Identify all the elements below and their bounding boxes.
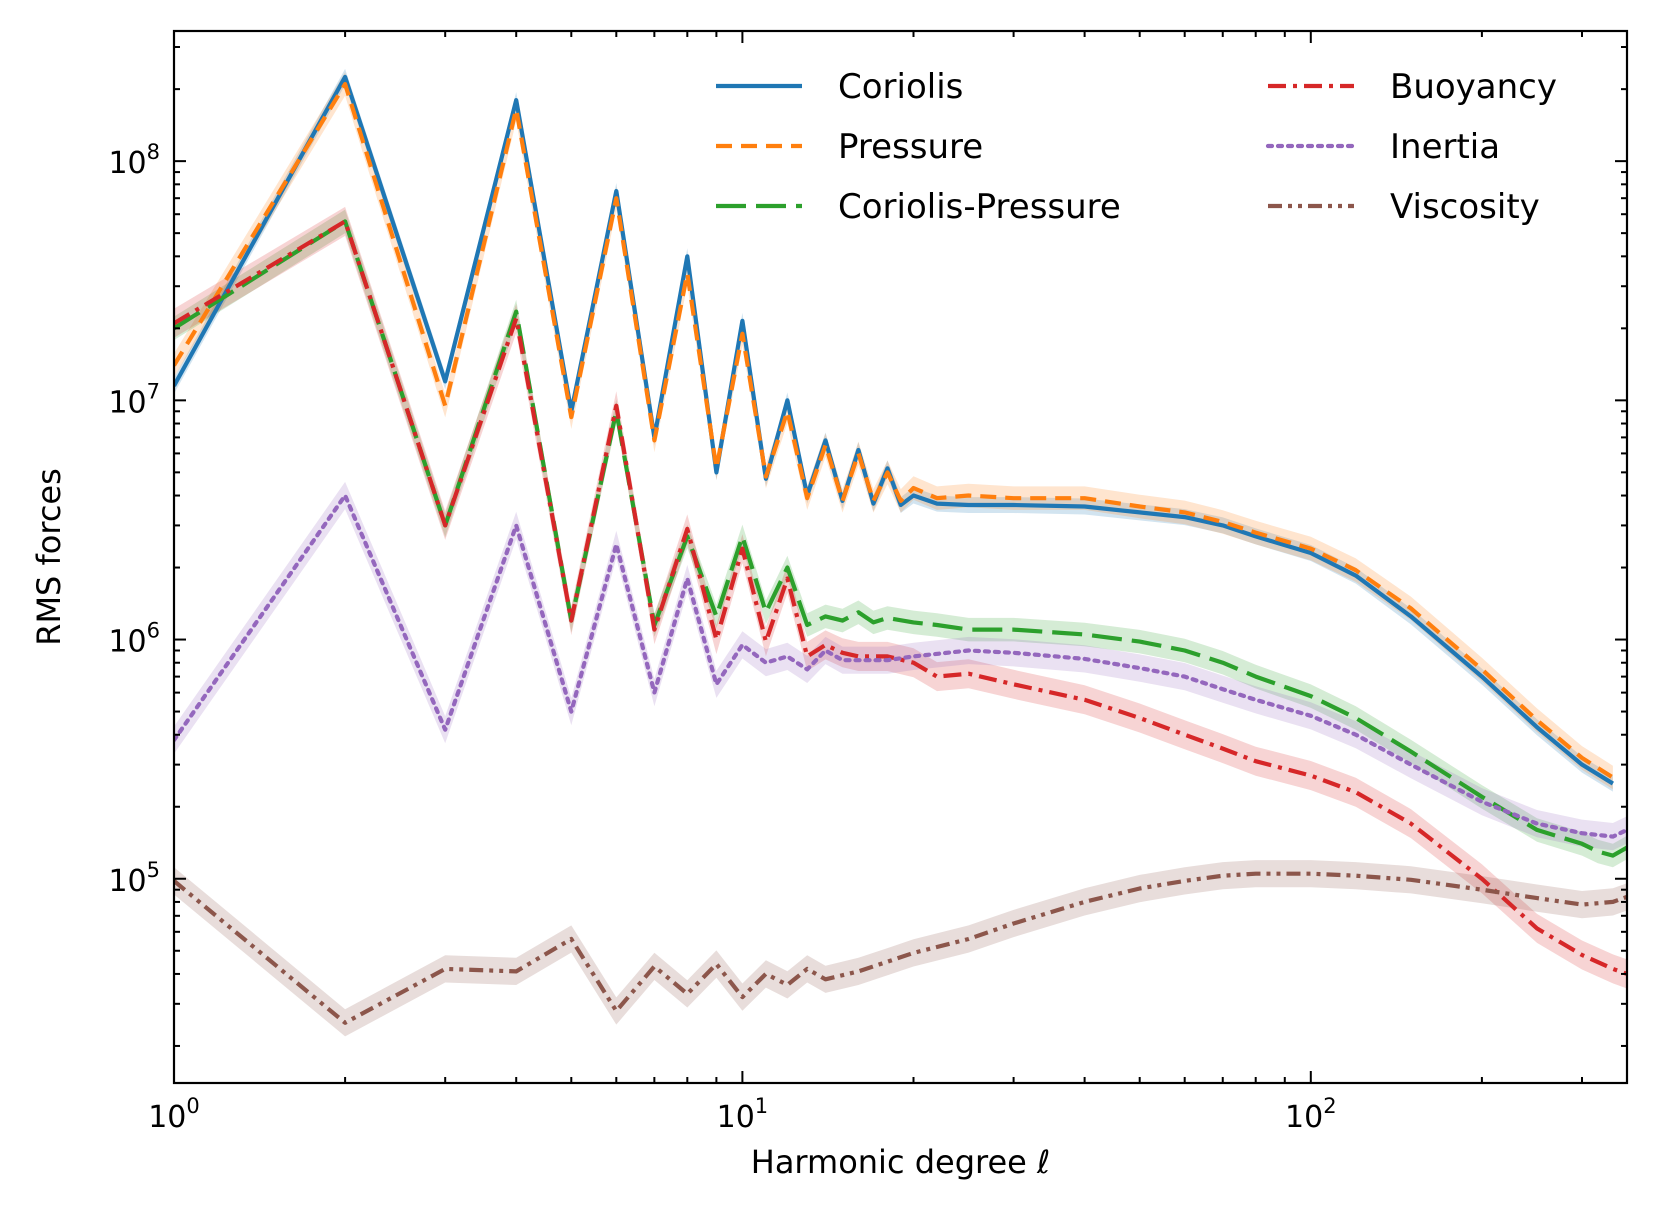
legend-label-pressure: Pressure — [838, 127, 983, 167]
x-axis-label: Harmonic degree ℓ — [751, 1143, 1050, 1181]
viscosity-line — [174, 871, 1627, 1025]
y-tick-label: 107 — [108, 379, 160, 420]
axis-ticks: 100 101 102 105 106 107 108 — [108, 31, 1627, 1135]
y-tick-label: 105 — [108, 858, 160, 899]
legend-label-viscosity: Viscosity — [1390, 187, 1540, 227]
pressure-line — [174, 82, 1615, 780]
x-tick-label: 101 — [717, 1094, 769, 1135]
buoyancy-line — [174, 219, 1627, 976]
y-tick-label: 106 — [108, 619, 160, 660]
pressure-band — [174, 72, 1613, 790]
y-tick-label: 108 — [108, 140, 160, 181]
inertia-line — [174, 493, 1627, 839]
coriolis-band — [174, 68, 1613, 792]
legend-label-coriolis-pressure: Coriolis-Pressure — [838, 187, 1121, 227]
y-axis-label: RMS forces — [30, 468, 68, 646]
legend-label-buoyancy: Buoyancy — [1390, 67, 1557, 107]
plot-frame — [172, 29, 1629, 1085]
legend-label-inertia: Inertia — [1390, 127, 1500, 167]
coriolis-line — [174, 74, 1614, 786]
legend: Coriolis Pressure Coriolis-Pressure Buoyanc… — [716, 67, 1557, 227]
viscosity-band — [174, 860, 1627, 1037]
inertia-band — [174, 481, 1627, 851]
series-lines — [174, 74, 1627, 1025]
x-tick-label: 100 — [148, 1094, 200, 1135]
legend-label-coriolis: Coriolis — [838, 67, 963, 107]
x-tick-label: 102 — [1285, 1094, 1337, 1135]
